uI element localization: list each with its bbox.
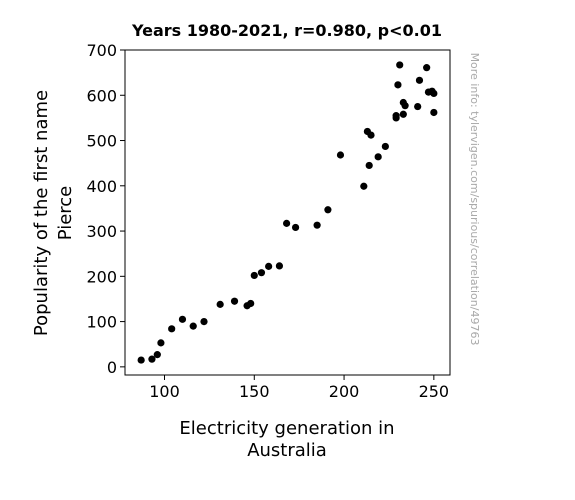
y-tick-label: 400 [86, 177, 117, 196]
plot-area [124, 49, 451, 376]
y-axis-label-line-2: Pierce [55, 186, 76, 241]
scatter-point [168, 325, 176, 333]
scatter-point [324, 206, 332, 214]
scatter-point [250, 271, 258, 280]
scatter-point [381, 142, 389, 151]
scatter-point [265, 262, 273, 270]
y-tick-label: 600 [86, 86, 117, 105]
chart-title: Years 1980-2021, r=0.980, p<0.01 [131, 21, 442, 40]
scatter-point [157, 339, 165, 347]
x-axis-label-line-2: Australia [247, 440, 327, 461]
scatter-point [283, 219, 291, 227]
scatter-point [401, 102, 409, 110]
x-tick-label: 200 [329, 382, 360, 401]
scatter-point [392, 112, 400, 120]
x-tick-label: 100 [149, 382, 180, 401]
scatter-point [374, 153, 382, 161]
scatter-point [230, 297, 239, 305]
scatter-point [148, 355, 156, 363]
scatter-point [313, 221, 321, 229]
scatter-point [430, 89, 438, 98]
watermark-text: More info: tylervigen.com/spurious/corre… [468, 53, 481, 346]
scatter-point [178, 315, 187, 323]
scatter-point [247, 299, 255, 308]
scatter-point [367, 131, 375, 139]
y-tick-label: 300 [86, 222, 117, 241]
scatter-point [414, 102, 422, 111]
x-tick-label: 250 [419, 382, 450, 401]
y-axis-label-line-1: Popularity of the first name [31, 90, 52, 336]
data-points [137, 61, 438, 364]
y-axis: 0 100 200 300 400 500 600 700 [86, 41, 125, 377]
scatter-point [365, 161, 373, 170]
scatter-point [189, 322, 197, 330]
scatter-point [216, 300, 224, 308]
y-tick-label: 100 [86, 313, 117, 332]
scatter-point [415, 76, 424, 84]
y-tick-label: 200 [86, 267, 117, 286]
scatter-point [336, 151, 345, 159]
scatter-point [360, 182, 368, 190]
y-tick-label: 700 [86, 41, 117, 60]
x-axis-label-line-1: Electricity generation in [179, 418, 394, 439]
scatter-point [394, 81, 402, 89]
x-axis: 100 150 200 250 [149, 375, 449, 401]
scatter-point [257, 269, 266, 277]
scatter-point [200, 317, 208, 326]
scatter-point [430, 108, 438, 117]
scatter-point [396, 61, 404, 69]
scatter-point [275, 262, 284, 270]
scatter-point [137, 356, 145, 364]
scatter-point [399, 110, 407, 118]
y-tick-label: 500 [86, 132, 117, 151]
y-tick-label: 0 [107, 358, 117, 377]
x-tick-label: 150 [239, 382, 270, 401]
scatter-point [423, 64, 431, 72]
scatter-point [153, 351, 161, 359]
scatter-point [291, 223, 300, 232]
